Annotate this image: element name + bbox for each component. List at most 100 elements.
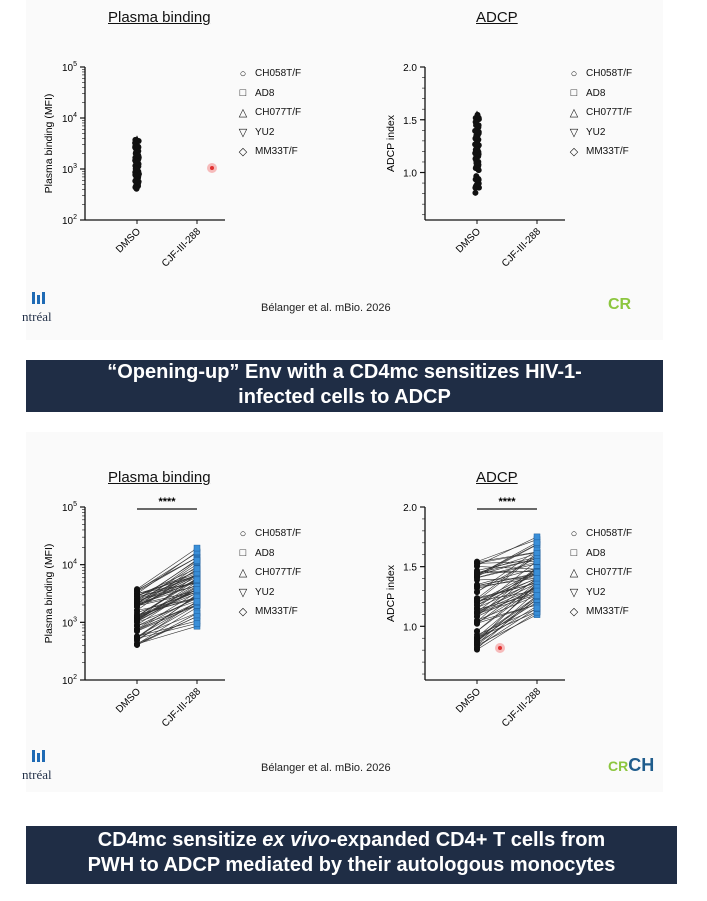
paired-line bbox=[136, 613, 198, 646]
circle-icon: ○ bbox=[570, 527, 578, 540]
data-point-treated bbox=[533, 604, 541, 612]
circle-icon: ○ bbox=[570, 67, 578, 80]
paired-line bbox=[136, 547, 198, 590]
paired-line bbox=[476, 552, 538, 599]
paired-line bbox=[136, 607, 198, 645]
data-point-dmso bbox=[474, 610, 480, 617]
paired-line bbox=[136, 561, 198, 605]
legend-item: □ AD8 bbox=[567, 544, 632, 564]
paired-line bbox=[476, 599, 538, 642]
data-point-dmso bbox=[474, 644, 480, 651]
x-tick-label: DMSO bbox=[454, 686, 483, 715]
paired-line bbox=[476, 577, 538, 581]
square-icon: □ bbox=[570, 547, 578, 560]
paired-line bbox=[136, 575, 198, 595]
paired-line bbox=[476, 595, 538, 621]
paired-line bbox=[136, 579, 198, 617]
paired-line bbox=[476, 557, 538, 571]
triangle-icon: △ bbox=[569, 107, 579, 120]
data-point-dmso bbox=[473, 134, 480, 141]
legend-item: □ AD8 bbox=[236, 84, 301, 104]
data-point-dmso bbox=[132, 178, 139, 185]
paired-line bbox=[476, 553, 538, 574]
paired-line bbox=[476, 563, 538, 579]
triangle-icon: △ bbox=[238, 107, 248, 120]
y-tick-label: 103 bbox=[62, 616, 77, 629]
legend-item: ○ CH058T/F bbox=[236, 64, 301, 84]
data-point-dmso bbox=[135, 152, 142, 159]
crchum-logo-2: CRCH bbox=[608, 755, 655, 775]
legend-item: ◇ MM33T/F bbox=[236, 142, 301, 162]
paired-line bbox=[476, 591, 538, 645]
data-point-dmso bbox=[474, 110, 480, 117]
paired-line bbox=[476, 593, 538, 610]
data-point-dmso bbox=[134, 592, 140, 599]
circle-icon: ○ bbox=[239, 527, 247, 540]
data-point-dmso bbox=[134, 597, 140, 604]
paired-line bbox=[136, 625, 198, 645]
paired-line bbox=[476, 581, 538, 632]
paired-line bbox=[476, 560, 538, 609]
paired-line bbox=[476, 604, 538, 624]
paired-line bbox=[136, 577, 198, 617]
y-tick-label: 104 bbox=[62, 559, 77, 572]
data-point-dmso bbox=[134, 135, 140, 142]
data-point-dmso bbox=[474, 560, 480, 567]
paired-line bbox=[136, 574, 198, 601]
paired-line bbox=[136, 592, 198, 630]
paired-line bbox=[476, 544, 538, 578]
y-tick-label: 102 bbox=[62, 674, 77, 687]
y-tick-label: 103 bbox=[62, 163, 77, 176]
paired-line bbox=[136, 601, 198, 642]
citation-2: Bélanger et al. mBio. 2026 bbox=[261, 762, 391, 774]
paired-line bbox=[136, 557, 198, 592]
paired-line bbox=[476, 583, 538, 642]
y-tick-label: 1.5 bbox=[403, 116, 417, 127]
data-point-dmso bbox=[474, 582, 480, 589]
legend-item: △ CH077T/F bbox=[236, 563, 301, 583]
udem-logo-1: ntréal bbox=[22, 290, 52, 325]
data-point-dmso bbox=[134, 613, 140, 620]
triangle-icon: △ bbox=[238, 567, 248, 580]
adcp-chart-2: 1.0 1.5 2.0 ADCP index DMSO CJF-III-288 **** bbox=[385, 496, 565, 729]
data-point-treated bbox=[533, 574, 541, 582]
legend-item: ○ CH058T/F bbox=[567, 524, 632, 544]
paired-line bbox=[476, 572, 538, 606]
data-point-dmso bbox=[474, 634, 480, 641]
paired-line bbox=[476, 552, 538, 564]
paired-line bbox=[476, 586, 538, 614]
circle-icon: ○ bbox=[239, 67, 247, 80]
data-point-dmso bbox=[134, 637, 140, 644]
data-point-treated bbox=[193, 576, 201, 584]
legend-item: ○ CH058T/F bbox=[236, 524, 301, 544]
paired-line bbox=[136, 596, 198, 630]
legend-item: □ AD8 bbox=[567, 84, 632, 104]
data-point-dmso bbox=[134, 627, 140, 634]
data-point-treated bbox=[533, 558, 541, 565]
data-point-treated bbox=[533, 592, 541, 599]
data-point-dmso bbox=[135, 144, 142, 151]
y-tick-label: 1.0 bbox=[403, 169, 417, 180]
data-point-dmso bbox=[472, 118, 479, 125]
paired-line bbox=[476, 544, 538, 576]
data-point-dmso bbox=[473, 146, 480, 153]
data-point-treated bbox=[193, 544, 201, 552]
y-tick-label: 105 bbox=[62, 61, 77, 74]
paired-line bbox=[476, 578, 538, 602]
paired-line bbox=[136, 560, 198, 601]
diamond-icon: ◇ bbox=[238, 146, 248, 159]
paired-line bbox=[136, 567, 198, 597]
y-axis-label: ADCP index bbox=[385, 114, 397, 172]
plasma-binding-chart-1: 102 103 104 105 Plasma binding (MFI) DMSO CJF-… bbox=[43, 61, 225, 269]
adcp-title-1: ADCP bbox=[476, 9, 518, 26]
paired-line bbox=[476, 587, 538, 638]
paired-line bbox=[476, 554, 538, 602]
y-axis-label: Plasma binding (MFI) bbox=[43, 94, 55, 194]
data-point-dmso bbox=[474, 589, 480, 596]
paired-line bbox=[476, 594, 538, 615]
laser-pointer bbox=[210, 166, 214, 170]
legend-item: □ AD8 bbox=[236, 544, 301, 564]
data-point-dmso bbox=[474, 181, 481, 188]
data-point-dmso bbox=[134, 586, 140, 593]
legend-2: ○ CH058T/F □ AD8 △ CH077T/F ▽ YU2 ◇ MM33T/F bbox=[567, 64, 632, 162]
